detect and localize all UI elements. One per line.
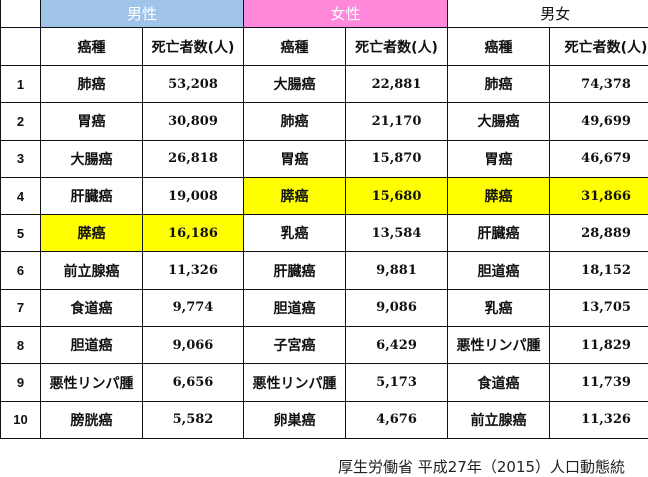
male-deaths-cell: 5,582 (143, 401, 244, 438)
male-cancer-type-cell: 悪性リンパ腫 (41, 364, 143, 401)
rank-cell: 2 (1, 103, 41, 140)
both-cancer-type-cell: 膵癌 (448, 177, 550, 214)
male-deaths-cell: 9,774 (143, 289, 244, 326)
female-deaths-cell: 6,429 (346, 327, 448, 364)
rank-cell: 6 (1, 252, 41, 289)
subheader-type: 癌種 (41, 28, 143, 66)
female-cancer-type-cell: 肺癌 (244, 103, 346, 140)
both-deaths-cell: 74,378 (550, 66, 648, 103)
male-cancer-type-cell: 肺癌 (41, 66, 143, 103)
subheader-deaths: 死亡者数(人) (346, 28, 448, 66)
female-deaths-cell: 9,881 (346, 252, 448, 289)
both-cancer-type-cell: 胃癌 (448, 140, 550, 177)
female-cancer-type-cell: 悪性リンパ腫 (244, 364, 346, 401)
female-deaths-cell: 5,173 (346, 364, 448, 401)
rank-cell: 5 (1, 215, 41, 252)
rank-cell: 7 (1, 289, 41, 326)
female-deaths-cell: 13,584 (346, 215, 448, 252)
female-deaths-cell: 4,676 (346, 401, 448, 438)
male-cancer-type-cell: 胆道癌 (41, 327, 143, 364)
male-cancer-type-cell: 膵癌 (41, 215, 143, 252)
female-cancer-type-cell: 膵癌 (244, 177, 346, 214)
male-deaths-cell: 30,809 (143, 103, 244, 140)
female-cancer-type-cell: 大腸癌 (244, 66, 346, 103)
male-cancer-type-cell: 胃癌 (41, 103, 143, 140)
both-deaths-cell: 46,679 (550, 140, 648, 177)
rank-cell: 1 (1, 66, 41, 103)
cancer-deaths-table: 男性 女性 男女 癌種 死亡者数(人) 癌種 死亡者数(人) 癌種 死亡者数(人… (0, 0, 648, 439)
male-deaths-cell: 53,208 (143, 66, 244, 103)
male-deaths-cell: 19,008 (143, 177, 244, 214)
female-deaths-cell: 22,881 (346, 66, 448, 103)
source-caption: 厚生労働省 平成27年（2015）人口動態統 (338, 456, 625, 477)
both-deaths-cell: 18,152 (550, 252, 648, 289)
both-cancer-type-cell: 大腸癌 (448, 103, 550, 140)
male-cancer-type-cell: 前立腺癌 (41, 252, 143, 289)
male-deaths-cell: 26,818 (143, 140, 244, 177)
male-deaths-cell: 6,656 (143, 364, 244, 401)
both-cancer-type-cell: 肺癌 (448, 66, 550, 103)
female-cancer-type-cell: 卵巣癌 (244, 401, 346, 438)
both-deaths-cell: 49,699 (550, 103, 648, 140)
female-cancer-type-cell: 乳癌 (244, 215, 346, 252)
subheader-deaths: 死亡者数(人) (143, 28, 244, 66)
both-cancer-type-cell: 悪性リンパ腫 (448, 327, 550, 364)
female-cancer-type-cell: 子宮癌 (244, 327, 346, 364)
rank-cell: 8 (1, 327, 41, 364)
group-header-male: 男性 (41, 0, 244, 28)
rank-cell: 4 (1, 177, 41, 214)
female-deaths-cell: 15,870 (346, 140, 448, 177)
female-cancer-type-cell: 胃癌 (244, 140, 346, 177)
male-cancer-type-cell: 肝臓癌 (41, 177, 143, 214)
both-cancer-type-cell: 乳癌 (448, 289, 550, 326)
corner-cell (1, 0, 41, 28)
subheader-type: 癌種 (244, 28, 346, 66)
both-deaths-cell: 28,889 (550, 215, 648, 252)
both-deaths-cell: 11,739 (550, 364, 648, 401)
subheader-deaths: 死亡者数(人) (550, 28, 648, 66)
rank-cell: 9 (1, 364, 41, 401)
both-cancer-type-cell: 肝臓癌 (448, 215, 550, 252)
both-deaths-cell: 11,829 (550, 327, 648, 364)
both-cancer-type-cell: 前立腺癌 (448, 401, 550, 438)
male-cancer-type-cell: 膀胱癌 (41, 401, 143, 438)
female-deaths-cell: 15,680 (346, 177, 448, 214)
female-deaths-cell: 21,170 (346, 103, 448, 140)
male-cancer-type-cell: 大腸癌 (41, 140, 143, 177)
rank-cell: 10 (1, 401, 41, 438)
group-header-both: 男女 (448, 0, 648, 28)
male-deaths-cell: 16,186 (143, 215, 244, 252)
group-header-female: 女性 (244, 0, 448, 28)
subheader-type: 癌種 (448, 28, 550, 66)
male-deaths-cell: 9,066 (143, 327, 244, 364)
rank-header (1, 28, 41, 66)
both-cancer-type-cell: 胆道癌 (448, 252, 550, 289)
rank-cell: 3 (1, 140, 41, 177)
both-deaths-cell: 11,326 (550, 401, 648, 438)
female-deaths-cell: 9,086 (346, 289, 448, 326)
both-cancer-type-cell: 食道癌 (448, 364, 550, 401)
both-deaths-cell: 31,866 (550, 177, 648, 214)
male-deaths-cell: 11,326 (143, 252, 244, 289)
female-cancer-type-cell: 胆道癌 (244, 289, 346, 326)
both-deaths-cell: 13,705 (550, 289, 648, 326)
male-cancer-type-cell: 食道癌 (41, 289, 143, 326)
female-cancer-type-cell: 肝臓癌 (244, 252, 346, 289)
